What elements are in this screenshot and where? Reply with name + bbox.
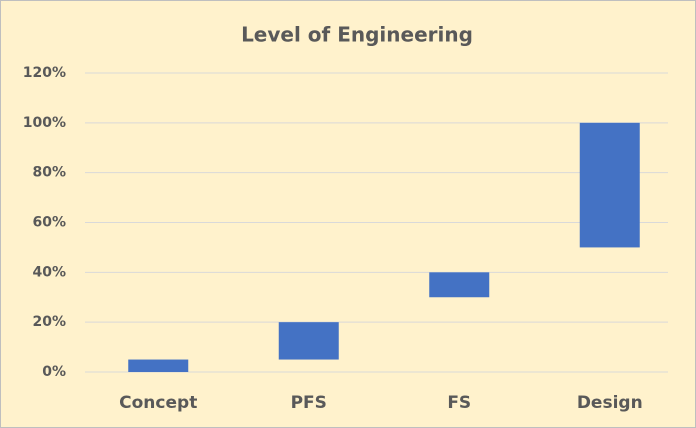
y-tick-label: 80%: [32, 165, 66, 181]
bar: [429, 272, 490, 298]
bar: [579, 122, 640, 248]
bar: [278, 322, 339, 360]
x-tick-label: Concept: [119, 393, 197, 413]
y-tick-label: 40%: [32, 264, 66, 280]
y-tick-label: 0%: [42, 364, 66, 380]
x-tick-label: PFS: [291, 393, 327, 413]
x-tick-label: FS: [447, 393, 471, 413]
y-tick-label: 100%: [23, 115, 66, 131]
chart-title: Level of Engineering: [241, 23, 473, 47]
bar: [128, 359, 189, 372]
x-tick-label: Design: [577, 393, 643, 413]
y-tick-label: 60%: [32, 215, 66, 231]
y-tick-label: 20%: [32, 314, 66, 330]
y-tick-label: 120%: [23, 65, 66, 81]
